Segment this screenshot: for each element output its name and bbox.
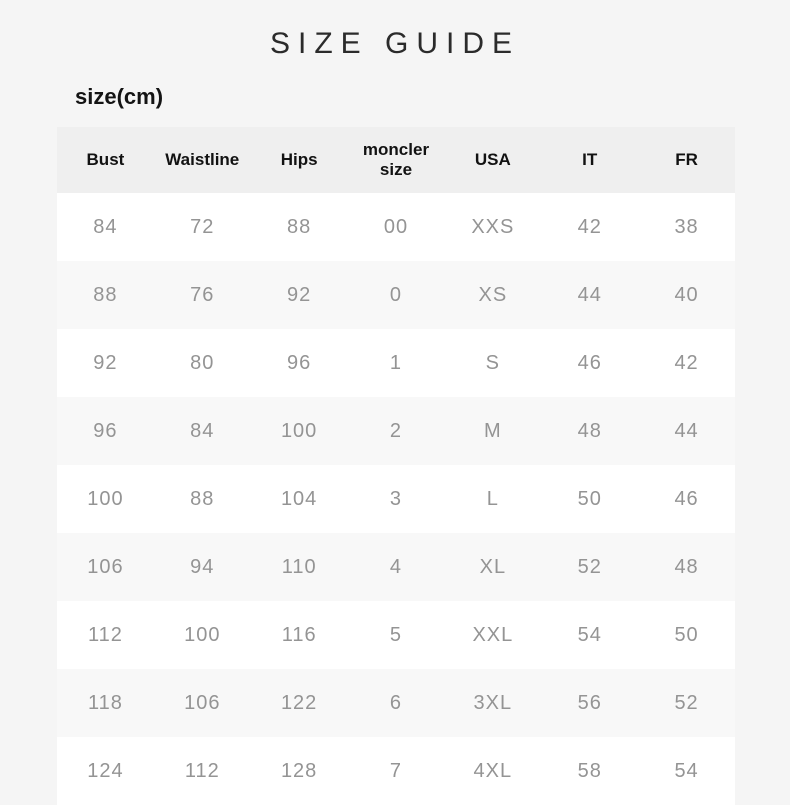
table-cell: 94 xyxy=(190,555,215,578)
table-cell: 106 xyxy=(184,691,221,714)
table-cell: 118 xyxy=(87,691,123,714)
table-cell: 52 xyxy=(577,555,602,578)
column-header-usa: USA xyxy=(474,150,511,169)
table-cell: 76 xyxy=(190,283,215,306)
table-cell: 6 xyxy=(389,691,403,714)
table-cell: XXL xyxy=(472,623,514,646)
column-header-fr: FR xyxy=(675,150,698,169)
table-cell: 2 xyxy=(389,419,403,442)
table-cell: XS xyxy=(478,283,508,306)
table-row: 92 80 96 1 S 46 42 xyxy=(57,329,735,397)
table-cell: 0 xyxy=(389,283,403,306)
table-cell: 96 xyxy=(287,351,312,374)
table-cell: 92 xyxy=(287,283,312,306)
table-cell: 4 xyxy=(389,555,403,578)
table-cell: 46 xyxy=(674,487,699,510)
table-cell: XXS xyxy=(471,215,515,238)
table-cell: 54 xyxy=(577,623,602,646)
table-cell: 84 xyxy=(190,419,215,442)
table-cell: 48 xyxy=(674,555,699,578)
table-row: 100 88 104 3 L 50 46 xyxy=(57,465,735,533)
table-cell: 56 xyxy=(577,691,602,714)
table-cell: 42 xyxy=(577,215,602,238)
table-cell: 122 xyxy=(280,691,318,714)
table-cell: 3 xyxy=(389,487,403,510)
table-cell: L xyxy=(486,487,499,510)
table-cell: 80 xyxy=(190,351,215,374)
table-cell: 88 xyxy=(287,215,312,238)
column-header-waistline: Waistline xyxy=(165,150,240,169)
table-cell: 106 xyxy=(87,555,124,578)
size-unit-label: size(cm) xyxy=(75,84,164,109)
table-cell: 100 xyxy=(87,487,124,510)
table-cell: 48 xyxy=(577,419,602,442)
table-cell: 88 xyxy=(93,283,118,306)
table-row: 118 106 122 6 3XL 56 52 xyxy=(57,669,735,737)
table-cell: 104 xyxy=(280,487,318,510)
column-header-moncler-size: moncler size xyxy=(362,140,430,179)
table-row: 112 100 116 5 XXL 54 50 xyxy=(57,601,735,669)
table-cell: 44 xyxy=(577,283,602,306)
table-cell: 112 xyxy=(184,759,220,782)
table-cell: 50 xyxy=(577,487,602,510)
table-cell: 52 xyxy=(674,691,699,714)
table-cell: 1 xyxy=(389,351,403,374)
table-cell: 7 xyxy=(389,759,403,782)
table-cell: 54 xyxy=(674,759,699,782)
column-header-bust: Bust xyxy=(86,150,125,169)
column-header-it: IT xyxy=(582,150,598,169)
table-cell: 5 xyxy=(389,623,403,646)
table-cell: M xyxy=(484,419,502,442)
table-cell: 58 xyxy=(577,759,602,782)
size-table-header: Bust Waistline Hips moncler size USA IT FR xyxy=(57,127,735,193)
table-row: 88 76 92 0 XS 44 40 xyxy=(57,261,735,329)
table-cell: 100 xyxy=(184,623,221,646)
table-cell: 38 xyxy=(674,215,699,238)
table-cell: 84 xyxy=(93,215,118,238)
table-cell: 110 xyxy=(281,555,317,578)
table-cell: 4XL xyxy=(473,759,513,782)
table-cell: 72 xyxy=(190,215,215,238)
table-row: 84 72 88 00 XXS 42 38 xyxy=(57,193,735,261)
table-cell: 128 xyxy=(280,759,318,782)
table-cell: 00 xyxy=(383,215,409,238)
table-cell: 3XL xyxy=(473,691,513,714)
table-cell: 46 xyxy=(577,351,602,374)
page-title: SIZE GUIDE xyxy=(269,27,521,60)
table-cell: 40 xyxy=(674,283,699,306)
table-cell: S xyxy=(485,351,501,374)
table-cell: 44 xyxy=(674,419,699,442)
table-cell: 88 xyxy=(190,487,215,510)
table-row: 124 112 128 7 4XL 58 54 xyxy=(57,737,735,805)
size-table: Bust Waistline Hips moncler size USA IT FR 84 7… xyxy=(57,127,735,805)
column-header-hips: Hips xyxy=(280,150,318,169)
table-cell: 124 xyxy=(87,759,124,782)
table-row: 96 84 100 2 M 48 44 xyxy=(57,397,735,465)
table-cell: 92 xyxy=(93,351,118,374)
size-table-body: 84 72 88 00 XXS 42 38 88 76 92 0 XS 44 40 92 80 96 1 S 46 42… xyxy=(57,193,735,805)
table-cell: 112 xyxy=(87,623,123,646)
table-cell: 50 xyxy=(674,623,699,646)
table-row: 106 94 110 4 XL 52 48 xyxy=(57,533,735,601)
table-cell: XL xyxy=(479,555,507,578)
table-cell: 116 xyxy=(281,623,317,646)
table-cell: 100 xyxy=(280,419,318,442)
table-cell: 42 xyxy=(674,351,699,374)
table-cell: 96 xyxy=(93,419,118,442)
